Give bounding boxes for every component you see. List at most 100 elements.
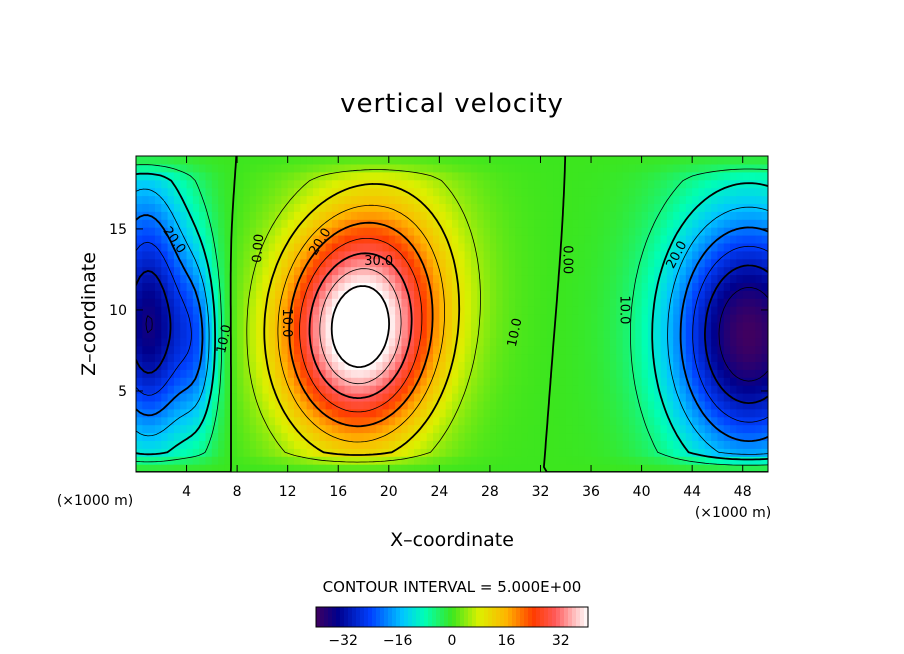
field-cell	[591, 266, 598, 276]
field-cell	[180, 440, 188, 449]
field-cell	[350, 274, 358, 283]
field-cell	[376, 448, 384, 457]
field-cell	[426, 227, 434, 236]
field-cell	[515, 179, 523, 189]
field-cell	[325, 282, 333, 291]
field-cell	[730, 393, 737, 402]
field-cell	[489, 156, 497, 165]
field-cell	[275, 448, 282, 457]
field-cell	[142, 393, 150, 402]
field-cell	[433, 242, 440, 252]
field-cell	[584, 345, 592, 355]
field-cell	[376, 227, 384, 236]
field-cell	[540, 321, 548, 331]
field-cell	[319, 424, 327, 434]
field-cell	[635, 329, 643, 339]
field-cell	[584, 156, 592, 165]
field-cell	[572, 250, 579, 260]
field-cell	[199, 424, 207, 434]
field-cell	[698, 393, 706, 402]
field-cell	[426, 171, 434, 181]
field-cell	[685, 290, 693, 299]
field-cell	[161, 211, 169, 220]
field-cell	[224, 242, 232, 252]
field-cell	[363, 424, 371, 434]
colorbar-swatch	[544, 607, 549, 627]
field-cell	[192, 369, 200, 378]
field-cell	[148, 416, 156, 426]
field-cell	[136, 282, 143, 291]
field-cell	[319, 361, 327, 370]
field-cell	[534, 408, 542, 418]
field-cell	[350, 369, 358, 378]
field-cell	[559, 187, 567, 197]
field-cell	[692, 306, 700, 315]
field-cell	[388, 369, 396, 378]
field-cell	[439, 156, 447, 165]
field-cell	[243, 393, 251, 402]
field-cell	[363, 440, 371, 449]
field-cell	[483, 179, 491, 189]
field-cell	[382, 227, 390, 236]
field-cell	[508, 187, 516, 197]
field-cell	[338, 321, 346, 331]
field-cell	[363, 211, 371, 220]
field-cell	[338, 163, 346, 173]
field-cell	[559, 282, 567, 291]
field-cell	[287, 156, 295, 165]
field-cell	[704, 337, 712, 347]
field-cell	[458, 266, 466, 276]
field-cell	[281, 211, 289, 220]
field-cell	[635, 408, 643, 418]
field-cell	[262, 464, 270, 472]
field-cell	[173, 314, 181, 323]
field-cell	[660, 282, 668, 291]
field-cell	[439, 408, 447, 418]
field-cell	[401, 400, 409, 410]
colorbar-swatch	[416, 607, 421, 627]
field-cell	[199, 353, 207, 362]
colorbar-swatch	[412, 607, 417, 627]
field-cell	[597, 345, 605, 355]
field-cell	[515, 250, 523, 260]
field-cell	[344, 314, 352, 323]
field-cell	[654, 361, 662, 370]
field-cell	[692, 408, 700, 418]
field-cell	[559, 163, 567, 173]
field-cell	[489, 464, 497, 472]
field-cell	[154, 290, 162, 299]
field-cell	[572, 242, 579, 252]
field-cell	[148, 195, 156, 204]
field-cell	[584, 179, 592, 189]
field-cell	[300, 211, 308, 220]
field-cell	[268, 464, 276, 472]
field-cell	[565, 377, 573, 386]
field-cell	[249, 369, 257, 378]
field-cell	[388, 290, 396, 299]
field-cell	[654, 432, 662, 441]
field-cell	[357, 377, 365, 386]
field-cell	[597, 306, 605, 315]
field-cell	[698, 156, 706, 165]
field-cell	[749, 203, 756, 212]
field-cell	[553, 361, 561, 370]
field-cell	[218, 377, 226, 386]
field-cell	[660, 424, 668, 434]
field-cell	[489, 298, 497, 307]
field-cell	[167, 400, 175, 410]
field-cell	[565, 282, 573, 291]
field-cell	[357, 456, 365, 465]
field-cell	[540, 448, 548, 457]
field-cell	[717, 258, 725, 268]
field-cell	[224, 416, 232, 426]
field-cell	[205, 448, 213, 457]
field-cell	[275, 258, 282, 268]
field-cell	[312, 353, 320, 362]
field-cell	[553, 179, 561, 189]
field-cell	[433, 282, 440, 291]
field-cell	[262, 219, 270, 228]
field-cell	[237, 195, 245, 204]
field-cell	[711, 314, 719, 323]
field-cell	[357, 337, 365, 347]
field-cell	[635, 385, 643, 394]
